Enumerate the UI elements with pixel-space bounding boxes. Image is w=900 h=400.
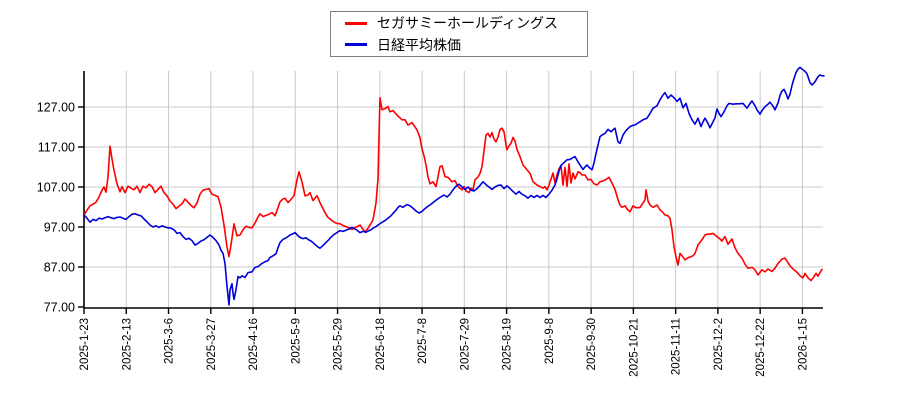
svg-text:2025-7-8: 2025-7-8 bbox=[417, 318, 429, 364]
svg-text:2025-2-13: 2025-2-13 bbox=[121, 318, 133, 370]
svg-text:2025-4-16: 2025-4-16 bbox=[248, 318, 260, 370]
svg-text:97.00: 97.00 bbox=[44, 221, 75, 235]
red-line-swatch bbox=[345, 21, 367, 25]
legend-item-nikkei: 日経平均株価 bbox=[345, 36, 587, 55]
svg-text:2026-1-15: 2026-1-15 bbox=[797, 318, 809, 370]
svg-text:2025-10-21: 2025-10-21 bbox=[628, 318, 640, 377]
svg-text:87.00: 87.00 bbox=[44, 261, 75, 275]
svg-text:2025-11-11: 2025-11-11 bbox=[671, 318, 683, 375]
chart-legend: セガサミーホールディングス 日経平均株価 bbox=[330, 11, 588, 57]
svg-text:107.00: 107.00 bbox=[37, 181, 75, 195]
svg-text:2025-1-23: 2025-1-23 bbox=[79, 318, 91, 370]
svg-text:2025-12-22: 2025-12-22 bbox=[755, 318, 767, 377]
svg-text:127.00: 127.00 bbox=[37, 101, 75, 115]
blue-line-swatch bbox=[345, 43, 367, 47]
svg-text:2025-3-6: 2025-3-6 bbox=[164, 318, 176, 364]
svg-text:2025-7-29: 2025-7-29 bbox=[459, 318, 471, 370]
svg-text:117.00: 117.00 bbox=[38, 141, 75, 155]
svg-text:77.00: 77.00 bbox=[44, 301, 75, 315]
svg-text:2025-6-18: 2025-6-18 bbox=[375, 318, 387, 370]
svg-text:2025-8-19: 2025-8-19 bbox=[502, 318, 514, 370]
legend-label-nikkei: 日経平均株価 bbox=[377, 36, 461, 53]
legend-item-sega-sammy: セガサミーホールディングス bbox=[345, 14, 587, 33]
svg-text:2025-9-30: 2025-9-30 bbox=[586, 318, 598, 370]
svg-text:2025-9-8: 2025-9-8 bbox=[544, 318, 556, 364]
svg-text:2025-5-29: 2025-5-29 bbox=[333, 318, 345, 370]
svg-text:2025-12-2: 2025-12-2 bbox=[713, 318, 725, 370]
svg-text:2025-5-9: 2025-5-9 bbox=[290, 318, 302, 364]
svg-text:2025-3-27: 2025-3-27 bbox=[206, 318, 218, 370]
legend-label-sega-sammy: セガサミーホールディングス bbox=[377, 15, 559, 32]
